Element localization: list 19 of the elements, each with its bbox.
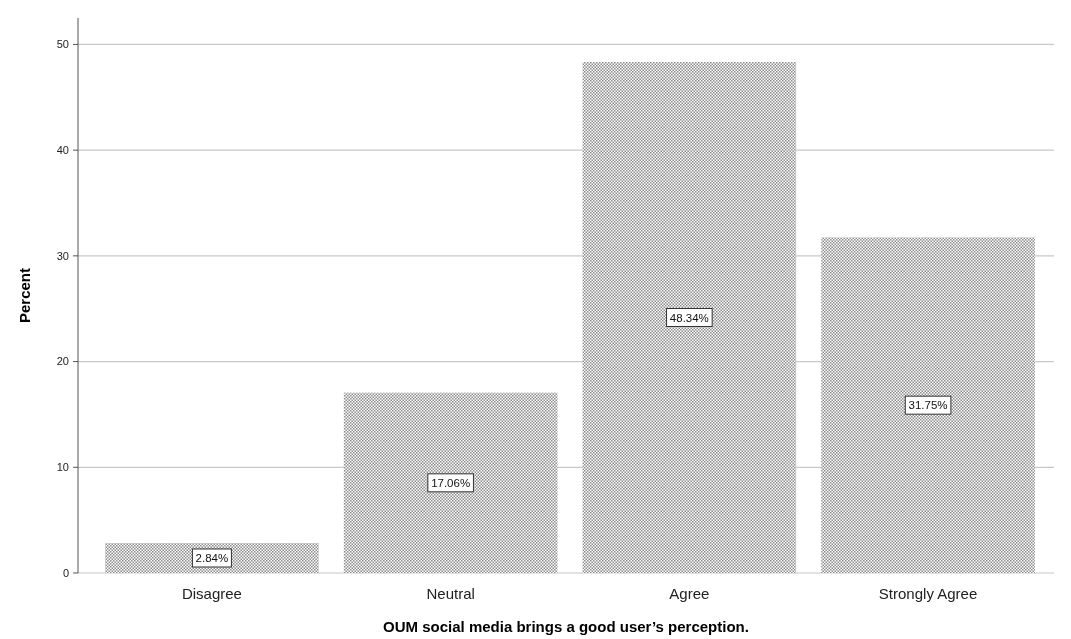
y-tick-label: 50 <box>56 38 69 51</box>
y-axis-title: Percent <box>16 267 33 324</box>
x-tick-label: Strongly Agree <box>878 585 978 602</box>
x-tick-label: Neutral <box>426 585 475 602</box>
x-tick-label: Agree <box>669 585 710 602</box>
x-axis-title: OUM social media brings a good user’s perception. <box>383 618 749 635</box>
y-tick-label: 30 <box>56 249 69 262</box>
y-tick-label: 20 <box>56 355 69 368</box>
data-label: 48.34% <box>669 311 709 324</box>
y-tick-label: 40 <box>56 143 69 156</box>
data-label: 2.84% <box>195 552 229 565</box>
x-tick-label: Disagree <box>181 585 242 602</box>
bar <box>582 61 797 573</box>
bar <box>343 392 558 573</box>
data-label: 17.06% <box>431 476 471 489</box>
data-label: 31.75% <box>908 399 948 412</box>
y-tick-label: 10 <box>56 461 69 474</box>
bar <box>821 237 1035 573</box>
y-tick-label: 0 <box>62 566 69 579</box>
